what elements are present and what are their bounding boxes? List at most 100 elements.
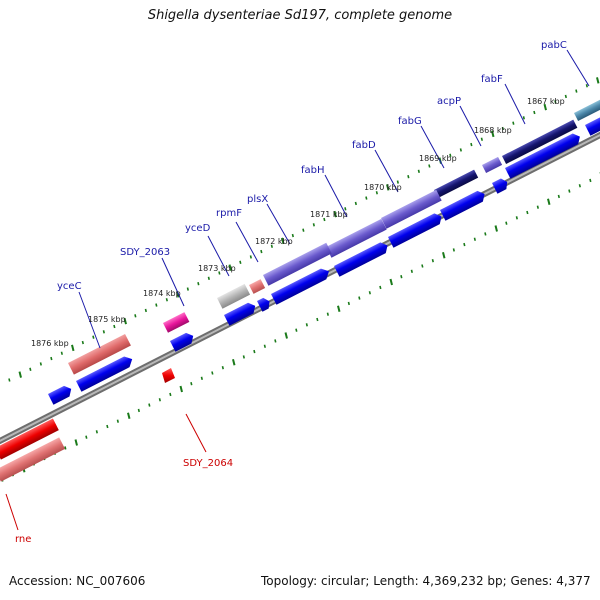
tick-mark-upper-13	[144, 308, 147, 313]
tick-mark-lower-10	[106, 424, 109, 429]
tick-label-1868: 1868 kbp	[474, 126, 512, 135]
gene-arrows-forward	[48, 115, 600, 405]
tick-mark-upper-45	[480, 137, 483, 141]
tick-mark-lower-32	[337, 305, 341, 313]
tick-mark-upper-35	[375, 191, 378, 195]
tick-mark-upper-29	[312, 223, 315, 227]
tick-mark-upper-2	[29, 367, 32, 371]
tick-mark-upper-32	[344, 207, 347, 211]
tick-mark-lower-20	[211, 371, 214, 375]
scale-tick-labels: 1867 kbp 1868 kbp 1869 kbp 1870 kbp 1871…	[31, 97, 565, 348]
gene-label-pabC[interactable]: pabC	[541, 40, 567, 51]
tick-mark-lower-22	[232, 359, 236, 366]
tick-mark-lower-44	[463, 242, 466, 247]
tick-mark-upper-51	[543, 103, 547, 111]
tick-mark-upper-10	[113, 324, 116, 329]
tick-mark-lower-23	[242, 355, 245, 359]
tick-mark-upper-14	[155, 303, 158, 307]
tick-mark-upper-1	[18, 371, 22, 378]
gene-label-yceC[interactable]: yceC	[57, 281, 82, 292]
gene-label-rne[interactable]: rne	[15, 534, 31, 545]
accession-text: Accession: NC_007606	[9, 574, 146, 588]
tick-mark-upper-52	[554, 100, 557, 104]
gene-label-fabH[interactable]: fabH	[301, 165, 325, 176]
tick-mark-upper-0	[8, 378, 11, 382]
tick-mark-lower-25	[263, 344, 266, 348]
tick-mark-upper-24	[260, 249, 263, 254]
label-leaders	[5, 49, 590, 531]
tick-mark-lower-51	[536, 205, 539, 209]
tick-mark-lower-39	[410, 269, 413, 274]
tick-mark-upper-48	[512, 121, 515, 125]
tick-mark-lower-30	[316, 317, 319, 322]
tick-mark-lower-29	[305, 323, 308, 327]
tick-mark-lower-42	[442, 252, 446, 259]
gene-label-acpP[interactable]: acpP	[437, 96, 461, 107]
tick-mark-lower-19	[200, 376, 203, 381]
tick-mark-lower-41	[431, 258, 434, 263]
tick-label-1873: 1873 kbp	[198, 264, 236, 273]
tick-mark-lower-49	[515, 216, 518, 220]
gene-label-fabF[interactable]: fabF	[481, 74, 503, 85]
tick-mark-upper-38	[407, 175, 410, 179]
tick-mark-upper-19	[207, 276, 210, 281]
tick-label-1867: 1867 kbp	[527, 97, 565, 106]
tick-mark-lower-26	[274, 339, 277, 343]
tick-mark-upper-30	[323, 217, 326, 222]
tick-mark-lower-38	[400, 275, 403, 279]
tick-mark-upper-33	[354, 201, 357, 206]
tick-label-1869: 1869 kbp	[419, 154, 457, 163]
tick-mark-lower-37	[389, 278, 393, 286]
tick-mark-lower-53	[557, 194, 560, 199]
tick-mark-upper-46	[491, 130, 495, 138]
tick-mark-lower-18	[190, 382, 193, 386]
tick-mark-upper-18	[197, 282, 200, 286]
tick-mark-upper-53	[564, 94, 567, 99]
tick-mark-upper-28	[302, 228, 305, 232]
tick-mark-upper-7	[81, 340, 84, 345]
genome-summary-text: Topology: circular; Length: 4,369,232 bp…	[261, 574, 591, 588]
tick-mark-lower-14	[148, 403, 151, 407]
tick-mark-lower-33	[347, 301, 350, 306]
tick-mark-upper-11	[123, 317, 127, 325]
tick-mark-upper-26	[281, 237, 285, 245]
tick-mark-lower-28	[295, 328, 298, 332]
gene-label-SDY_2064[interactable]: SDY_2064	[183, 458, 233, 469]
tick-mark-lower-13	[137, 408, 140, 413]
tick-mark-lower-35	[368, 291, 371, 295]
tick-mark-upper-36	[386, 184, 390, 191]
tick-mark-lower-43	[452, 248, 455, 252]
tick-mark-upper-21	[228, 264, 232, 271]
tick-mark-lower-11	[116, 419, 119, 423]
tick-mark-lower-54	[568, 189, 571, 193]
tick-mark-upper-34	[365, 196, 368, 200]
tick-mark-upper-5	[60, 351, 63, 355]
tick-mark-upper-54	[575, 89, 578, 93]
tick-mark-upper-4	[50, 356, 53, 361]
tick-mark-upper-55	[585, 84, 588, 88]
tick-mark-upper-9	[102, 330, 105, 334]
tick-mark-upper-15	[165, 298, 168, 302]
tick-mark-lower-55	[578, 184, 581, 188]
gene-label-yceD[interactable]: yceD	[185, 223, 211, 234]
gene-label-fabG[interactable]: fabG	[398, 116, 422, 127]
tick-mark-lower-17	[179, 385, 183, 393]
tick-mark-upper-39	[417, 169, 420, 174]
tick-mark-upper-17	[186, 287, 189, 291]
gene-arrows-reverse	[0, 418, 66, 482]
gene-label-rpmF[interactable]: rpmF	[216, 208, 242, 219]
gene-label-plsX[interactable]: plsX	[247, 194, 268, 205]
tick-mark-upper-23	[249, 255, 252, 259]
tick-label-1871: 1871 kbp	[310, 210, 348, 219]
tick-mark-lower-50	[526, 210, 529, 215]
tick-label-1874: 1874 kbp	[143, 289, 181, 298]
tick-mark-upper-56	[596, 77, 600, 84]
tick-mark-upper-40	[428, 164, 431, 168]
tick-mark-upper-25	[270, 244, 273, 248]
tick-mark-lower-31	[326, 312, 329, 316]
gene-label-SDY_2063[interactable]: SDY_2063	[120, 247, 170, 258]
tick-label-1876: 1876 kbp	[31, 339, 69, 348]
gene-label-fabD[interactable]: fabD	[352, 140, 376, 151]
tick-mark-lower-7	[74, 439, 78, 446]
tick-mark-upper-8	[92, 335, 95, 339]
